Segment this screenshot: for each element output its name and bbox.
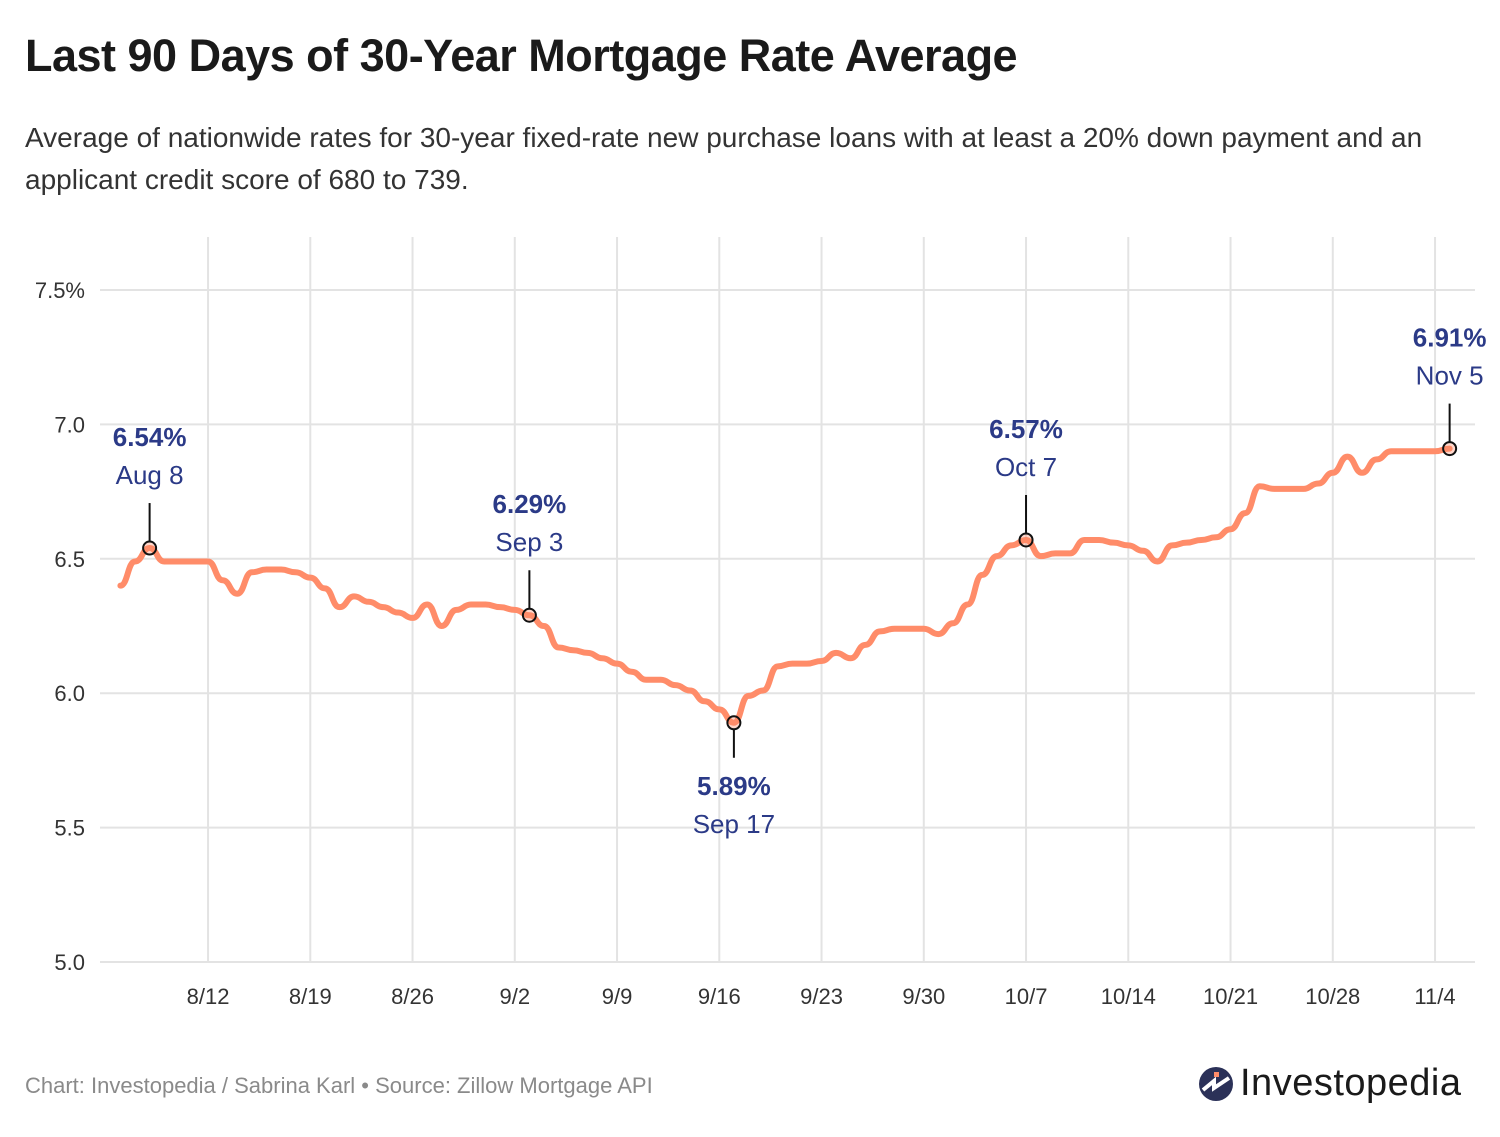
x-tick-label: 9/9: [602, 984, 633, 1009]
annotation: 6.91% Nov 5: [1413, 323, 1487, 457]
annotation-value: 6.91%: [1413, 323, 1487, 353]
annotation-value: 6.29%: [493, 489, 567, 519]
logo-text: Investopedia: [1240, 1062, 1462, 1104]
y-tick-label: 5.5: [54, 816, 85, 841]
annotation-date: Nov 5: [1416, 361, 1484, 391]
x-tick-label: 10/21: [1203, 984, 1258, 1009]
annotation: 6.54% Aug 8: [113, 422, 187, 556]
investopedia-logo-icon: [1199, 1066, 1233, 1101]
annotation: 6.57% Oct 7: [989, 414, 1063, 548]
investopedia-logo: Investopedia: [1198, 1062, 1462, 1105]
annotation-marker: [1442, 441, 1458, 457]
x-tick-label: 9/16: [698, 984, 741, 1009]
source-credit: Chart: Investopedia / Sabrina Karl • Sou…: [25, 1073, 653, 1098]
y-tick-label: 6.0: [54, 681, 85, 706]
chart-title: Last 90 Days of 30-Year Mortgage Rate Av…: [25, 30, 1018, 81]
annotation-marker: [142, 540, 158, 556]
annotation-marker: [1018, 532, 1034, 548]
annotation-date: Oct 7: [995, 452, 1057, 482]
x-tick-label: 9/30: [902, 984, 945, 1009]
x-tick-label: 8/12: [187, 984, 230, 1009]
y-tick-label: 5.0: [54, 950, 85, 975]
rate-line: [117, 445, 1453, 726]
annotation-value: 6.57%: [989, 414, 1063, 444]
annotation: 5.89% Sep 17: [693, 715, 775, 839]
annotation-value: 5.89%: [697, 771, 771, 801]
chart-subtitle: Average of nationwide rates for 30-year …: [25, 122, 1423, 195]
annotation-marker: [726, 715, 742, 731]
annotation-date: Aug 8: [116, 460, 184, 490]
annotation-date: Sep 17: [693, 809, 775, 839]
annotation-value: 6.54%: [113, 422, 187, 452]
y-tick-label: 7.0: [54, 412, 85, 437]
x-tick-label: 8/26: [391, 984, 434, 1009]
annotation: 6.29% Sep 3: [493, 489, 567, 623]
x-tick-label: 11/4: [1414, 984, 1455, 1009]
x-tick-label: 8/19: [289, 984, 332, 1009]
x-tick-label: 10/28: [1305, 984, 1360, 1009]
x-tick-label: 9/23: [800, 984, 843, 1009]
y-tick-label: 7.5%: [35, 278, 85, 303]
x-tick-label: 9/2: [499, 984, 530, 1009]
annotation-marker: [521, 607, 537, 623]
x-tick-label: 10/14: [1101, 984, 1156, 1009]
y-tick-label: 6.5: [54, 547, 85, 572]
x-tick-label: 10/7: [1005, 984, 1048, 1009]
annotation-date: Sep 3: [495, 527, 563, 557]
